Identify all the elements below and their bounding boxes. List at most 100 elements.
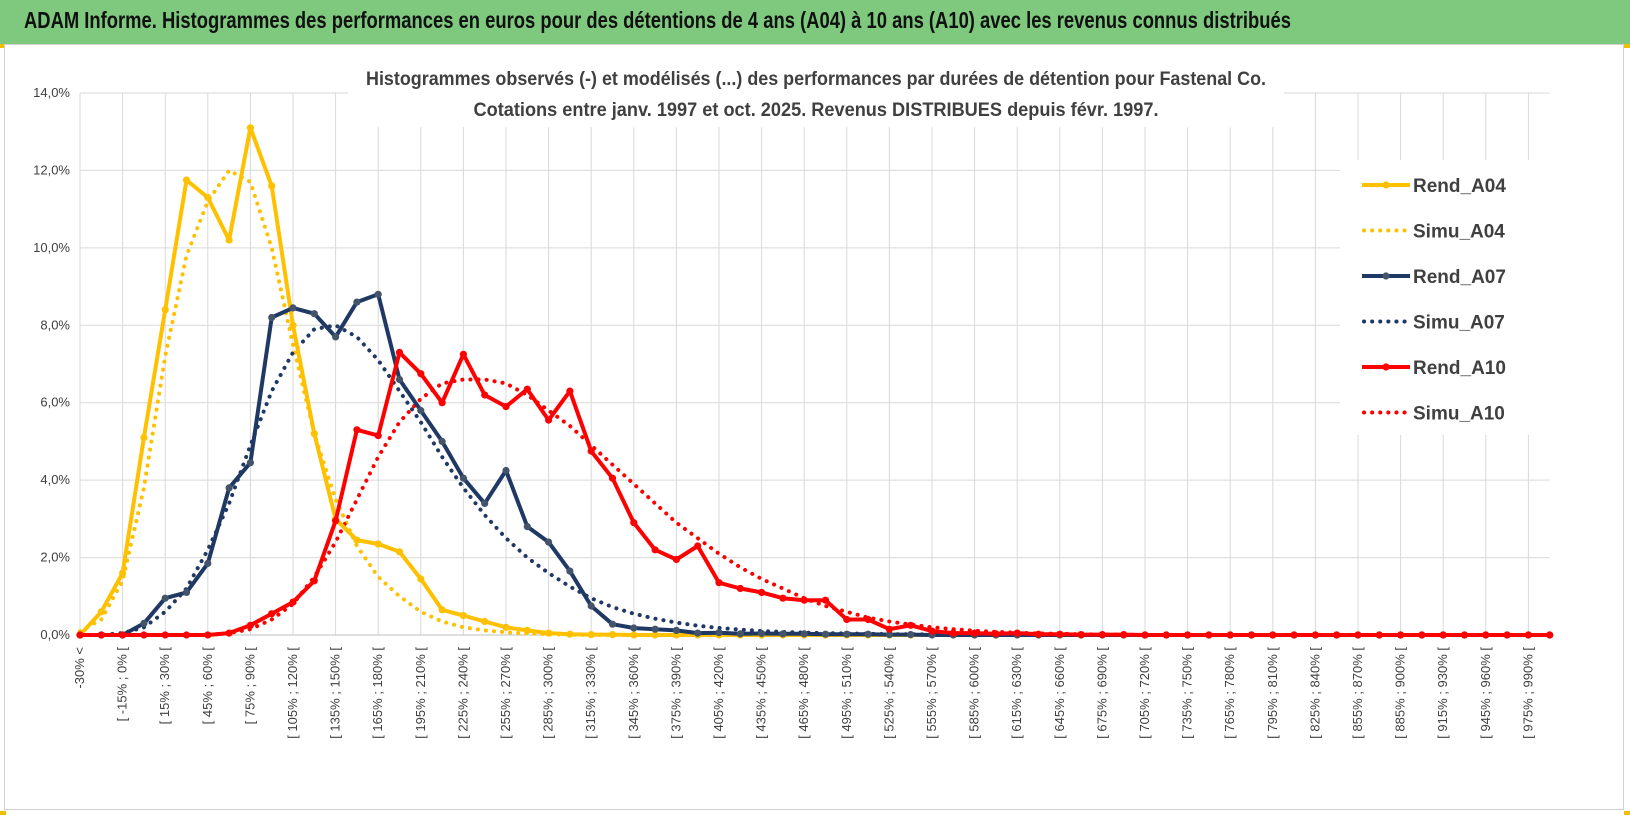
x-tick-label: [ 825% ; 840% [ (1307, 647, 1322, 739)
x-tick-label: [ 495% ; 510% [ (839, 647, 854, 739)
x-tick-label: [ 405% ; 420% [ (711, 647, 726, 739)
data-point-rend-a10 (821, 596, 830, 604)
data-point-rend-a10 (1034, 630, 1043, 638)
data-point-rend-a10 (779, 594, 787, 602)
x-tick-label: [ 525% ; 540% [ (881, 647, 896, 739)
data-point-rend-a07 (885, 631, 894, 639)
data-point-rend-a10 (587, 447, 595, 455)
data-point-rend-a07 (417, 406, 425, 415)
data-point-rend-a04 (438, 606, 446, 614)
x-tick-label: -30% < (72, 647, 87, 689)
data-point-rend-a07 (821, 630, 830, 638)
data-point-rend-a07 (672, 626, 681, 635)
data-point-rend-a10 (1503, 631, 1511, 639)
data-point-rend-a07 (545, 538, 553, 546)
x-tick-label: [ 465% ; 480% [ (796, 647, 811, 739)
data-point-rend-a07 (800, 630, 808, 638)
data-point-rend-a07 (225, 484, 233, 492)
legend-label: Rend_A10 (1413, 358, 1506, 379)
data-point-rend-a04 (246, 124, 254, 132)
legend-swatch-marker (1382, 272, 1390, 280)
data-point-rend-a10 (97, 631, 105, 639)
data-point-rend-a10 (1418, 631, 1426, 639)
x-tick-label: [ 735% ; 750% [ (1180, 647, 1195, 739)
y-tick-label: 0,0% (40, 627, 70, 642)
data-point-rend-a10 (907, 621, 915, 629)
x-tick-label: [ 945% ; 960% [ (1478, 647, 1493, 739)
data-point-rend-a07 (161, 594, 169, 602)
data-point-rend-a07 (651, 625, 659, 633)
data-point-rend-a10 (694, 542, 702, 550)
corner-mark (1624, 44, 1630, 48)
legend-swatch-marker (1382, 181, 1390, 189)
data-point-rend-a10 (1184, 631, 1192, 639)
legend-item-simu-a04: Simu_A04 (1362, 222, 1505, 243)
data-point-rend-a04 (289, 321, 297, 329)
data-point-rend-a10 (1056, 630, 1064, 638)
data-point-rend-a07 (523, 523, 531, 531)
data-point-rend-a10 (1524, 631, 1532, 639)
data-point-rend-a10 (332, 517, 340, 525)
data-point-rend-a04 (182, 176, 191, 184)
legend: Rend_A04 Simu_A04 Rend_A07 Simu_A07 Rend_A10… (1362, 176, 1506, 425)
data-point-rend-a04 (523, 626, 531, 635)
x-axis: -30% < [ -15% ; 0% [[ 15% ; 30% [[ 45% ; … (72, 634, 1550, 739)
data-point-rend-a10 (481, 391, 489, 399)
data-point-rend-a04 (481, 617, 489, 626)
data-point-rend-a10 (1205, 631, 1213, 639)
data-point-rend-a10 (1354, 631, 1362, 639)
x-tick-label: [ 675% ; 690% [ (1094, 647, 1109, 739)
data-point-rend-a10 (928, 627, 936, 635)
data-point-rend-a10 (502, 403, 510, 411)
data-point-rend-a07 (395, 375, 404, 384)
x-tick-label: [ 885% ; 900% [ (1393, 647, 1408, 739)
data-point-rend-a10 (1311, 631, 1319, 639)
data-point-rend-a10 (1290, 631, 1298, 639)
data-point-rend-a10 (949, 629, 957, 637)
banner: ADAM Informe. Histogrammes des performan… (0, 0, 1630, 45)
corner-mark (1624, 811, 1630, 815)
data-point-rend-a04 (97, 608, 105, 616)
y-tick-label: 8,0% (40, 317, 70, 332)
data-point-rend-a07 (502, 466, 510, 475)
legend-label: Simu_A10 (1413, 404, 1505, 425)
data-point-rend-a10 (758, 588, 766, 597)
series-line-simu-a10 (78, 377, 1552, 637)
data-point-rend-a10 (161, 631, 169, 639)
legend-label: Rend_A04 (1413, 176, 1506, 197)
data-point-rend-a04 (502, 623, 510, 631)
data-point-rend-a10 (885, 625, 894, 633)
x-tick-label: [ 15% ; 30% [ (157, 647, 172, 725)
x-tick-label: [ 345% ; 360% [ (626, 647, 641, 739)
data-point-rend-a10 (1482, 631, 1490, 639)
data-point-rend-a07 (332, 333, 340, 341)
data-point-rend-a10 (672, 555, 681, 564)
data-point-rend-a07 (843, 630, 851, 638)
data-point-rend-a07 (864, 630, 872, 638)
legend-label: Rend_A07 (1413, 267, 1506, 288)
data-point-rend-a10 (1141, 631, 1149, 639)
data-point-rend-a10 (225, 629, 233, 637)
x-tick-label: [ -15% ; 0% [ (115, 647, 130, 722)
data-point-rend-a04 (545, 629, 553, 637)
title-background (348, 61, 1284, 127)
data-point-rend-a04 (225, 236, 233, 244)
data-point-rend-a10 (715, 579, 723, 587)
x-tick-label: [ 705% ; 720% [ (1137, 647, 1152, 739)
x-tick-label: [ 765% ; 780% [ (1222, 647, 1237, 739)
data-point-rend-a10 (1375, 631, 1383, 639)
data-point-rend-a10 (1397, 631, 1405, 639)
data-point-rend-a10 (864, 615, 872, 624)
legend-label: Simu_A04 (1413, 222, 1505, 243)
data-point-rend-a07 (459, 474, 467, 482)
x-tick-label: [ 795% ; 810% [ (1265, 647, 1280, 739)
legend-item-rend-a04: Rend_A04 (1362, 176, 1506, 197)
data-point-rend-a10 (395, 348, 404, 356)
data-point-rend-a10 (992, 630, 1000, 638)
data-point-rend-a10 (651, 546, 659, 554)
data-point-rend-a10 (1333, 631, 1341, 639)
data-point-rend-a07 (758, 629, 766, 638)
data-point-rend-a04 (161, 306, 169, 314)
data-point-rend-a10 (800, 596, 808, 604)
